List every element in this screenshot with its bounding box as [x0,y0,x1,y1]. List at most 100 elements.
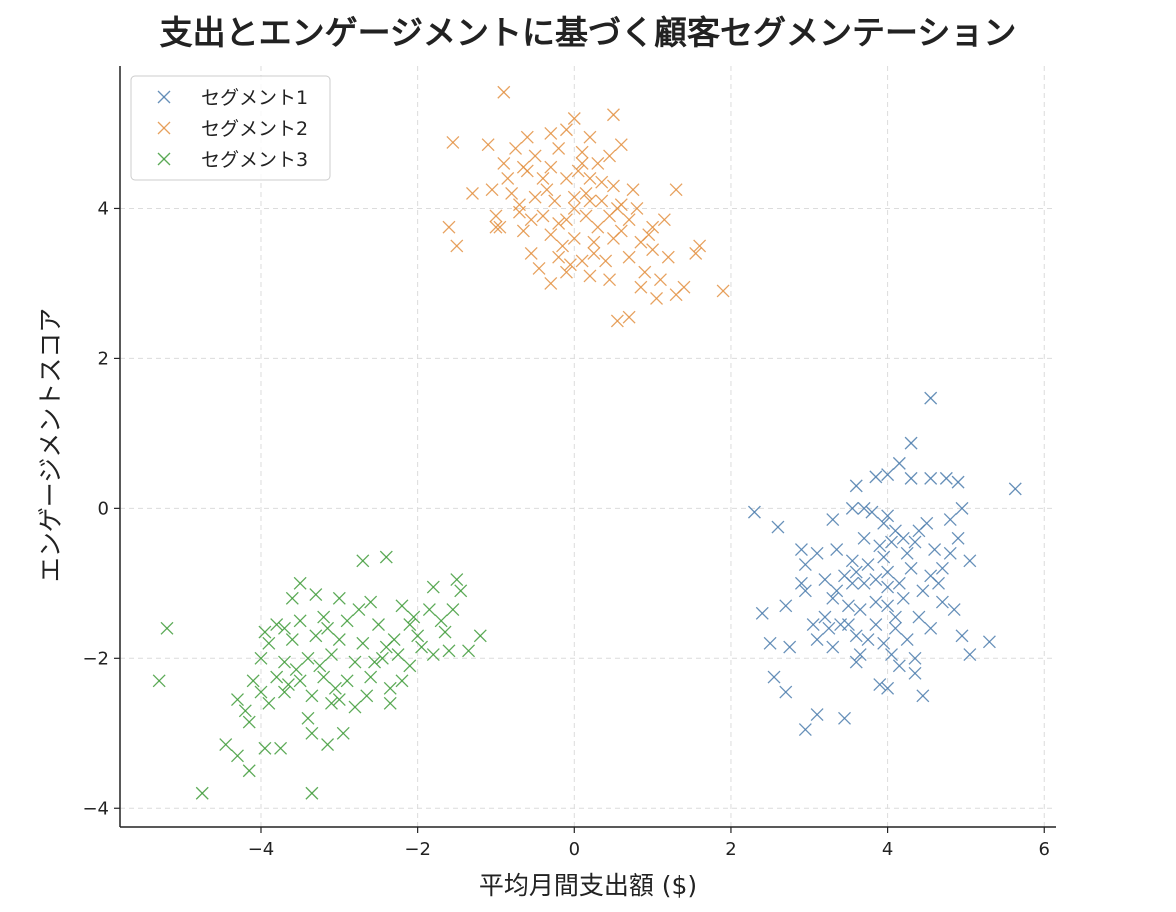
legend-label-segment-3: セグメント3 [201,149,308,171]
data-point-segment-2 [634,280,648,294]
data-point-segment-3 [262,636,276,650]
data-point-segment-1 [779,599,793,613]
data-point-segment-1 [810,633,824,647]
data-point-segment-1 [963,648,977,662]
data-point-segment-3 [356,554,370,568]
data-point-segment-2 [442,220,456,234]
data-point-segment-2 [446,136,460,149]
data-point-segment-3 [321,738,335,751]
ticks: −4 −2 0 2 4 6 −4 −2 0 2 4 [82,198,1050,860]
data-point-segment-3 [289,663,303,677]
data-point-segment-2 [485,183,499,197]
data-point-segment-2 [650,291,663,305]
data-point-segment-3 [270,670,284,684]
data-point-segment-1 [841,618,855,632]
data-point-segment-1 [841,599,855,613]
data-point-segment-2 [528,149,542,163]
data-point-segment-1 [830,584,844,598]
data-point-segment-1 [826,513,840,527]
data-point-segment-2 [536,209,550,223]
data-point-segment-2 [567,190,581,204]
data-point-segment-2 [513,198,526,212]
data-point-segment-3 [407,610,421,624]
data-point-segment-3 [352,603,366,617]
data-point-segment-2 [520,130,534,144]
data-point-segment-3 [305,689,319,703]
data-point-segment-3 [270,618,284,632]
data-point-segment-2 [610,201,624,215]
data-point-segment-3 [332,633,346,647]
data-point-segment-2 [497,85,511,99]
y-tick-label: 0 [98,498,109,519]
data-point-segment-2 [516,160,530,174]
data-point-segment-1 [779,685,793,699]
data-point-segment-3 [383,681,397,695]
data-point-segment-3 [305,786,319,800]
data-point-segment-3 [395,599,409,613]
data-point-segment-1 [916,584,930,598]
data-point-segment-2 [544,228,558,242]
legend-box [130,75,331,181]
data-point-segment-2 [563,258,577,272]
data-point-segment-3 [309,588,323,602]
y-tick-label: −4 [82,798,109,819]
data-point-segment-1 [881,599,895,613]
data-point-segment-2 [599,254,613,268]
data-point-segment-3 [278,655,291,669]
data-point-segment-2 [595,175,609,189]
x-tick-label: 6 [1039,839,1050,860]
data-point-segment-3 [348,655,362,669]
data-point-segment-3 [254,685,268,699]
data-point-segment-1 [888,610,902,624]
data-point-segment-1 [955,501,969,515]
data-point-segment-2 [689,246,703,260]
data-point-segment-1 [845,501,859,515]
data-point-segment-3 [325,648,338,662]
data-point-segment-3 [415,640,429,654]
data-point-segment-2 [610,314,624,328]
data-point-segment-2 [653,273,667,287]
data-point-segment-3 [403,659,417,673]
data-point-segment-2 [516,224,530,238]
data-point-segment-2 [614,138,628,152]
data-point-segment-2 [567,201,581,215]
data-point-segment-2 [606,108,620,122]
data-point-segment-1 [947,603,961,617]
x-axis-label: 平均月間支出額 ($) [478,871,698,900]
data-point-segment-2 [642,228,656,242]
data-point-segment-3 [317,670,331,684]
data-point-segment-3 [391,648,405,662]
data-point-segment-3 [473,629,487,643]
data-point-segment-2 [466,186,479,200]
data-point-segment-1 [822,621,836,635]
data-point-segment-1 [888,621,902,635]
data-point-segment-2 [493,220,507,234]
data-point-segment-2 [583,194,597,208]
data-point-segment-2 [544,127,558,140]
data-point-segment-2 [591,157,605,170]
data-point-segment-3 [301,711,315,725]
data-point-segment-2 [552,142,566,155]
data-point-segment-2 [548,194,562,208]
y-tick-label: 4 [98,198,109,219]
data-point-segment-1 [853,603,867,617]
data-point-segment-3 [242,764,256,778]
data-point-segment-2 [669,288,683,302]
data-point-segment-2 [603,273,616,287]
data-point-segment-2 [497,157,511,170]
data-point-segment-3 [450,573,464,587]
data-point-segment-3 [231,749,244,763]
data-point-segment-1 [826,640,840,654]
data-point-segment-3 [160,621,174,635]
data-point-segment-2 [560,265,573,279]
data-point-segment-1 [951,531,965,545]
data-point-segment-1 [877,516,891,530]
data-point-segment-3 [462,644,476,658]
data-point-segment-1 [908,651,922,665]
data-point-segment-2 [693,239,707,253]
data-point-segment-1 [924,621,938,635]
data-point-segment-2 [622,250,636,264]
y-tick-label: −2 [82,648,109,669]
data-point-segment-1 [767,670,781,684]
